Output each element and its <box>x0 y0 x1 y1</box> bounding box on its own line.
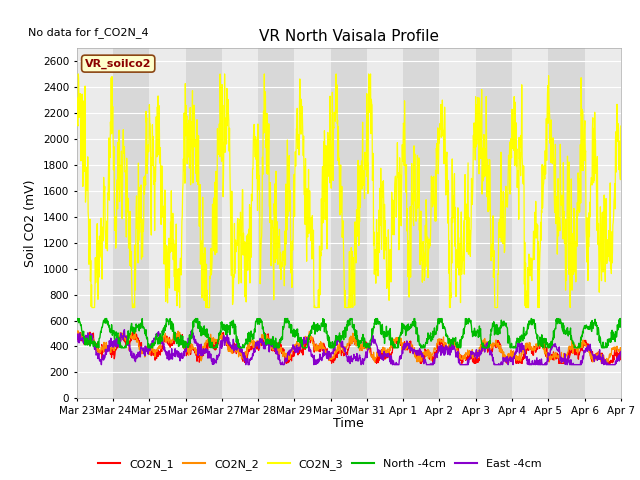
Title: VR North Vaisala Profile: VR North Vaisala Profile <box>259 29 439 44</box>
Bar <box>440 48 476 398</box>
Text: VR_soilco2: VR_soilco2 <box>85 59 152 69</box>
Legend: CO2N_1, CO2N_2, CO2N_3, North -4cm, East -4cm: CO2N_1, CO2N_2, CO2N_3, North -4cm, East… <box>93 455 547 474</box>
Bar <box>512 48 548 398</box>
Bar <box>367 48 403 398</box>
Bar <box>77 48 113 398</box>
Bar <box>584 48 621 398</box>
Bar <box>222 48 258 398</box>
Y-axis label: Soil CO2 (mV): Soil CO2 (mV) <box>24 180 37 267</box>
X-axis label: Time: Time <box>333 418 364 431</box>
Text: No data for f_CO2N_4: No data for f_CO2N_4 <box>28 27 148 38</box>
Bar <box>294 48 331 398</box>
Bar <box>149 48 186 398</box>
